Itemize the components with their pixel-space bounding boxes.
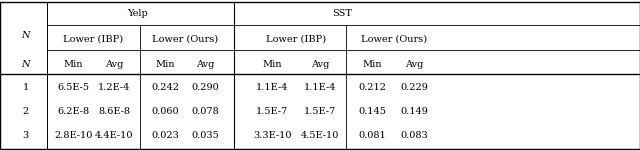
Text: 4.4E-10: 4.4E-10 bbox=[95, 130, 133, 140]
Text: 3.3E-10: 3.3E-10 bbox=[253, 130, 291, 140]
Text: 0.060: 0.060 bbox=[151, 106, 179, 116]
Text: 6.5E-5: 6.5E-5 bbox=[58, 82, 90, 91]
Text: 8.6E-8: 8.6E-8 bbox=[98, 106, 130, 116]
Text: N: N bbox=[21, 32, 30, 40]
Text: 1: 1 bbox=[22, 82, 29, 91]
Text: 1.5E-7: 1.5E-7 bbox=[256, 106, 288, 116]
Text: 0.229: 0.229 bbox=[401, 82, 429, 91]
Text: 3: 3 bbox=[22, 130, 29, 140]
Text: SST: SST bbox=[332, 9, 353, 18]
Text: 0.145: 0.145 bbox=[358, 106, 387, 116]
Text: Avg: Avg bbox=[406, 60, 424, 69]
Text: 1.2E-4: 1.2E-4 bbox=[98, 82, 130, 91]
Text: 0.290: 0.290 bbox=[191, 82, 219, 91]
Text: 2.8E-10: 2.8E-10 bbox=[54, 130, 93, 140]
Text: Min: Min bbox=[262, 60, 282, 69]
Text: N: N bbox=[21, 60, 30, 69]
Text: 1.1E-4: 1.1E-4 bbox=[256, 82, 288, 91]
Text: 0.242: 0.242 bbox=[151, 82, 179, 91]
Text: 0.035: 0.035 bbox=[191, 130, 219, 140]
Text: Yelp: Yelp bbox=[127, 9, 148, 18]
Text: Avg: Avg bbox=[196, 60, 214, 69]
Text: 0.149: 0.149 bbox=[401, 106, 429, 116]
Text: Avg: Avg bbox=[311, 60, 329, 69]
Text: Min: Min bbox=[156, 60, 175, 69]
Text: Lower (Ours): Lower (Ours) bbox=[152, 34, 218, 43]
Text: 0.083: 0.083 bbox=[401, 130, 429, 140]
Text: Lower (IBP): Lower (IBP) bbox=[266, 34, 326, 43]
Text: 1.1E-4: 1.1E-4 bbox=[304, 82, 336, 91]
Text: Min: Min bbox=[64, 60, 83, 69]
Text: 0.212: 0.212 bbox=[358, 82, 387, 91]
Text: 0.078: 0.078 bbox=[191, 106, 219, 116]
Text: Min: Min bbox=[363, 60, 382, 69]
Text: 6.2E-8: 6.2E-8 bbox=[58, 106, 90, 116]
Text: Lower (Ours): Lower (Ours) bbox=[360, 34, 427, 43]
Text: Avg: Avg bbox=[105, 60, 123, 69]
Text: 0.081: 0.081 bbox=[358, 130, 387, 140]
Text: 2: 2 bbox=[22, 106, 29, 116]
Text: 1.5E-7: 1.5E-7 bbox=[304, 106, 336, 116]
Text: 0.023: 0.023 bbox=[151, 130, 179, 140]
Text: 4.5E-10: 4.5E-10 bbox=[301, 130, 339, 140]
Text: Lower (IBP): Lower (IBP) bbox=[63, 34, 124, 43]
